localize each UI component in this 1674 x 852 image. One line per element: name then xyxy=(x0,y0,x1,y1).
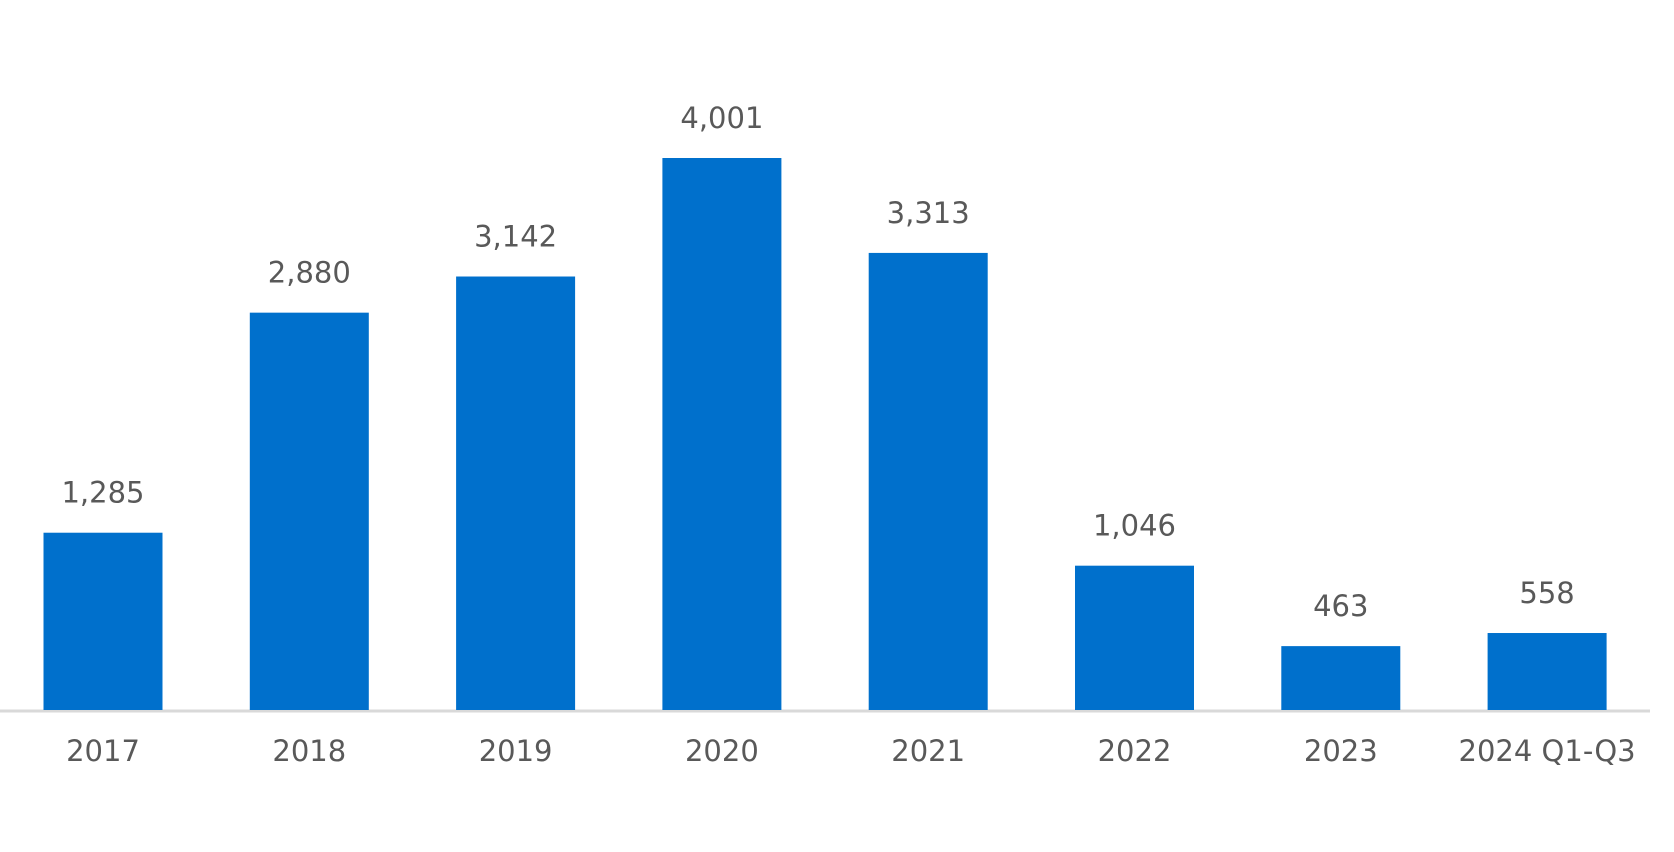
data-label: 3,313 xyxy=(887,196,970,230)
x-tick-label: 2017 xyxy=(66,734,140,768)
x-tick-label: 2023 xyxy=(1304,734,1378,768)
x-tick-label: 2022 xyxy=(1098,734,1172,768)
x-tick-label: 2021 xyxy=(891,734,965,768)
bar xyxy=(43,532,163,710)
data-label: 1,046 xyxy=(1093,509,1176,543)
bar xyxy=(1075,565,1194,710)
bar xyxy=(868,252,988,710)
data-label: 558 xyxy=(1519,576,1574,610)
bar xyxy=(456,276,576,710)
bar xyxy=(662,158,782,710)
bar xyxy=(1487,633,1607,710)
x-tick-label: 2019 xyxy=(479,734,553,768)
bar xyxy=(1281,646,1401,710)
x-tick-label: 2018 xyxy=(272,734,346,768)
data-label: 463 xyxy=(1313,589,1368,623)
data-label: 3,142 xyxy=(474,220,557,254)
x-tick-label: 2020 xyxy=(685,734,759,768)
bar xyxy=(249,312,369,710)
data-label: 2,880 xyxy=(268,256,351,290)
data-label: 4,001 xyxy=(680,101,763,135)
x-tick-label: 2024 Q1-Q3 xyxy=(1459,734,1636,768)
data-label: 1,285 xyxy=(61,476,144,510)
